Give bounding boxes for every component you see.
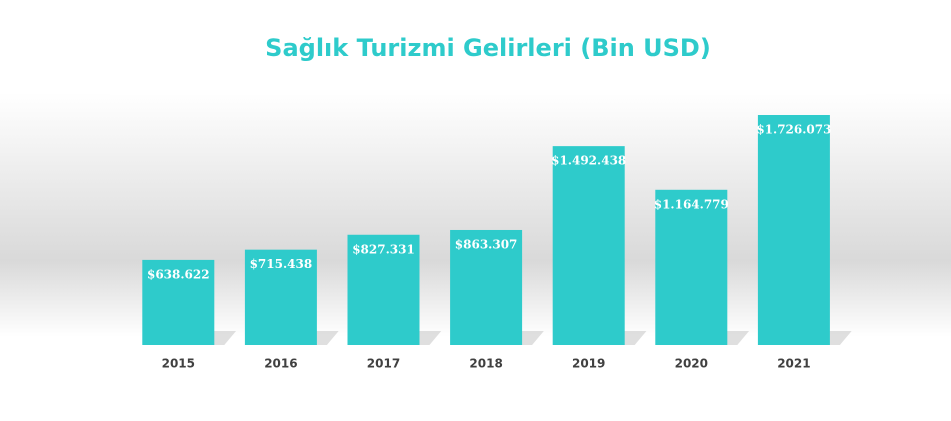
bar (552, 146, 625, 345)
bar (142, 259, 215, 345)
x-tick-label: 2020 (675, 357, 708, 371)
x-tick-label: 2016 (264, 357, 297, 371)
value-label: $827.331 (352, 242, 415, 256)
bar (450, 229, 523, 345)
bar (244, 249, 317, 345)
value-label: $1.164.779 (654, 197, 729, 211)
bar (347, 234, 420, 345)
bar (757, 115, 830, 345)
x-tick-label: 2019 (572, 357, 605, 371)
value-label: $863.307 (455, 237, 518, 251)
value-label: $1.726.073 (756, 123, 831, 137)
x-tick-label: 2017 (367, 357, 400, 371)
x-tick-label: 2018 (469, 357, 502, 371)
value-label: $638.622 (147, 267, 210, 281)
bar (655, 189, 728, 345)
x-tick-label: 2021 (777, 357, 810, 371)
value-label: $715.438 (250, 257, 313, 271)
chart-title: Sağlık Turizmi Gelirleri (Bin USD) (265, 34, 711, 62)
title-box (110, 0, 866, 95)
value-label: $1.492.438 (551, 154, 626, 168)
x-tick-label: 2015 (162, 357, 195, 371)
